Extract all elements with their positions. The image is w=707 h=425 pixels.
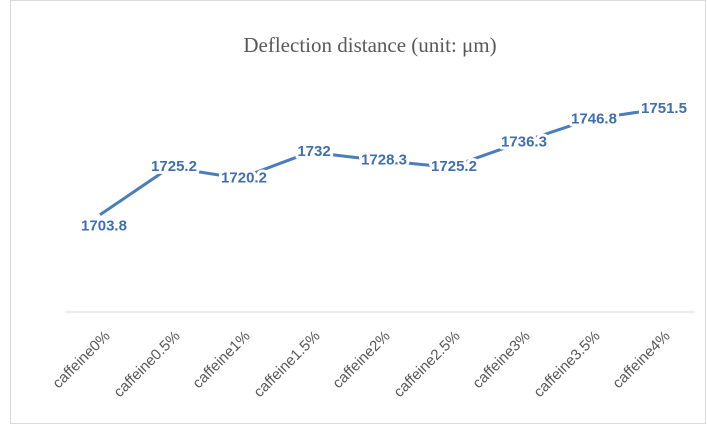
data-label: 1732	[297, 143, 330, 160]
data-label: 1728.3	[361, 151, 407, 168]
data-label: 1746.8	[571, 110, 617, 127]
chart-border	[10, 0, 706, 424]
data-line	[99, 107, 661, 217]
data-label: 1703.8	[81, 218, 127, 235]
data-label: 1720.2	[221, 169, 267, 186]
data-label: 1725.2	[151, 158, 197, 175]
data-label: 1725.2	[431, 158, 477, 175]
data-label: 1751.5	[641, 100, 687, 117]
data-label: 1736.3	[501, 134, 547, 151]
chart-title: Deflection distance (unit: μm)	[243, 33, 496, 57]
